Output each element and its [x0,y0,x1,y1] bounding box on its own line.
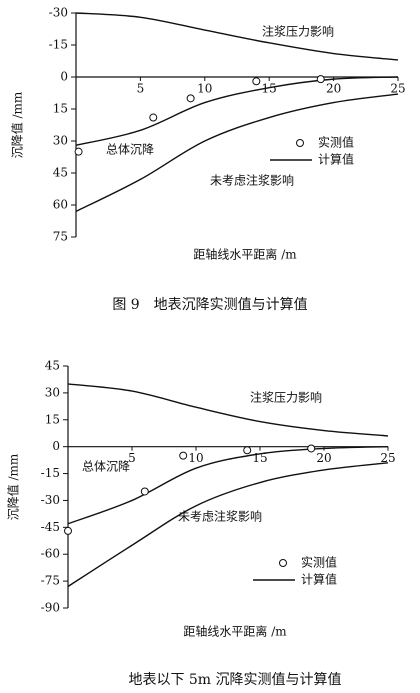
y-tick-label: -90 [41,601,60,615]
x-tick-label: 5 [137,82,145,96]
curve [75,12,399,61]
caption: 地表以下 5m 沉降实测值与计算值 [128,672,341,688]
y-tick-label: 0 [60,70,68,84]
curve [67,462,389,588]
x-tick-label: 10 [188,451,203,465]
curve [75,76,399,146]
legend-marker [296,139,304,147]
y-tick-label: -60 [41,547,60,561]
y-tick-label: -15 [41,466,60,480]
y-tick-label: -75 [41,574,60,588]
measured-point [140,487,149,496]
y-axis-label: 沉降值 /mm [10,91,25,158]
curve-label: 未考虑注浆影响 [178,509,262,524]
x-tick-label: 5 [128,451,136,465]
x-tick-label: 20 [316,451,331,465]
legend-marker [279,559,287,567]
x-tick-label: 25 [390,82,405,96]
y-tick-label: -30 [41,493,60,507]
curve [67,383,389,437]
measured-point [243,446,252,455]
y-tick-label: -15 [49,38,68,52]
measured-point [179,451,188,460]
x-tick-label: 10 [197,82,212,96]
curve-label: 总体沉降 [82,460,130,474]
y-tick-label: 0 [52,439,60,453]
y-tick-label: 15 [45,412,60,426]
y-tick-label: -45 [41,520,60,534]
y-tick-label: 30 [45,385,60,399]
legend-label: 计算值 [318,152,354,167]
x-tick-label: 15 [262,82,277,96]
y-tick-label: -30 [49,6,68,20]
legend-label: 实测值 [318,135,354,150]
legend-label: 计算值 [301,572,337,587]
y-tick-label: 60 [53,198,68,212]
y-axis-label: 沉降值 /mm [6,453,21,520]
curve-label: 注浆压力影响 [262,24,334,39]
x-axis-label: 距轴线水平距离 /m [193,247,297,262]
x-axis-label: 距轴线水平距离 /m [183,624,287,639]
measured-point [252,77,261,86]
measured-point [64,526,72,535]
y-tick-label: 75 [53,230,68,244]
measured-point [307,444,316,453]
measured-point [74,147,83,156]
curve-label: 注浆压力影响 [250,390,322,405]
y-tick-label: 30 [53,134,68,148]
legend-label: 实测值 [301,555,337,570]
y-tick-label: 15 [53,102,68,116]
caption: 图 9 地表沉降实测值与计算值 [112,297,307,313]
measured-point [186,94,195,103]
x-tick-label: 20 [326,82,341,96]
measured-point [316,75,325,84]
measured-point [149,113,158,122]
curve-label: 未考虑注浆影响 [210,173,294,188]
curve-label: 总体沉降 [106,143,154,157]
x-tick-label: 25 [380,451,395,465]
y-tick-label: 45 [45,359,60,373]
y-tick-label: 45 [53,166,68,180]
curve [67,445,389,525]
curve [75,93,399,213]
